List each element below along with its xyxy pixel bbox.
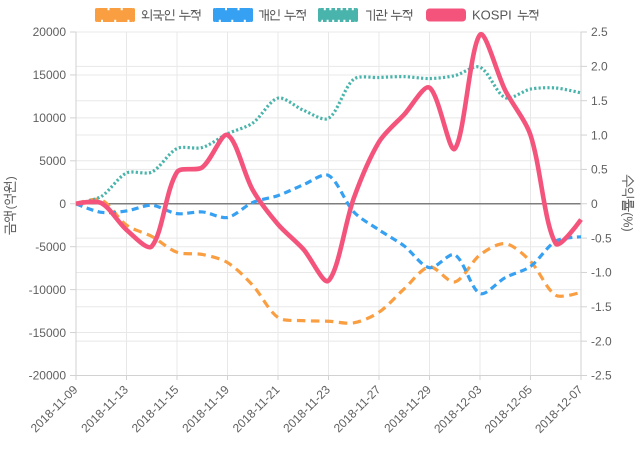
svg-text:-15000: -15000 <box>29 326 67 340</box>
svg-text:): ) <box>3 176 17 180</box>
svg-text:-5000: -5000 <box>35 240 66 254</box>
svg-text:0: 0 <box>591 197 598 211</box>
svg-text:20000: 20000 <box>33 25 67 39</box>
svg-text:-10000: -10000 <box>29 283 67 297</box>
svg-text:0.5: 0.5 <box>591 163 608 177</box>
svg-text:2.5: 2.5 <box>591 25 608 39</box>
svg-text:2.0: 2.0 <box>591 60 608 74</box>
svg-text:-2.0: -2.0 <box>591 334 612 348</box>
svg-text:-1.0: -1.0 <box>591 266 612 280</box>
svg-text:10000: 10000 <box>33 111 67 125</box>
svg-text:-20000: -20000 <box>29 369 67 383</box>
svg-text:(: ( <box>3 205 17 209</box>
svg-text:-1.5: -1.5 <box>591 300 612 314</box>
svg-text:15000: 15000 <box>33 68 67 82</box>
svg-text:5000: 5000 <box>39 154 66 168</box>
svg-text:0: 0 <box>59 197 66 211</box>
svg-text:-0.5: -0.5 <box>591 231 612 245</box>
svg-text:-2.5: -2.5 <box>591 369 612 383</box>
svg-text:(%): (%) <box>621 212 635 231</box>
svg-text:1.5: 1.5 <box>591 94 608 108</box>
svg-text:1.0: 1.0 <box>591 128 608 142</box>
svg-text:KOSPI: KOSPI <box>472 8 512 23</box>
